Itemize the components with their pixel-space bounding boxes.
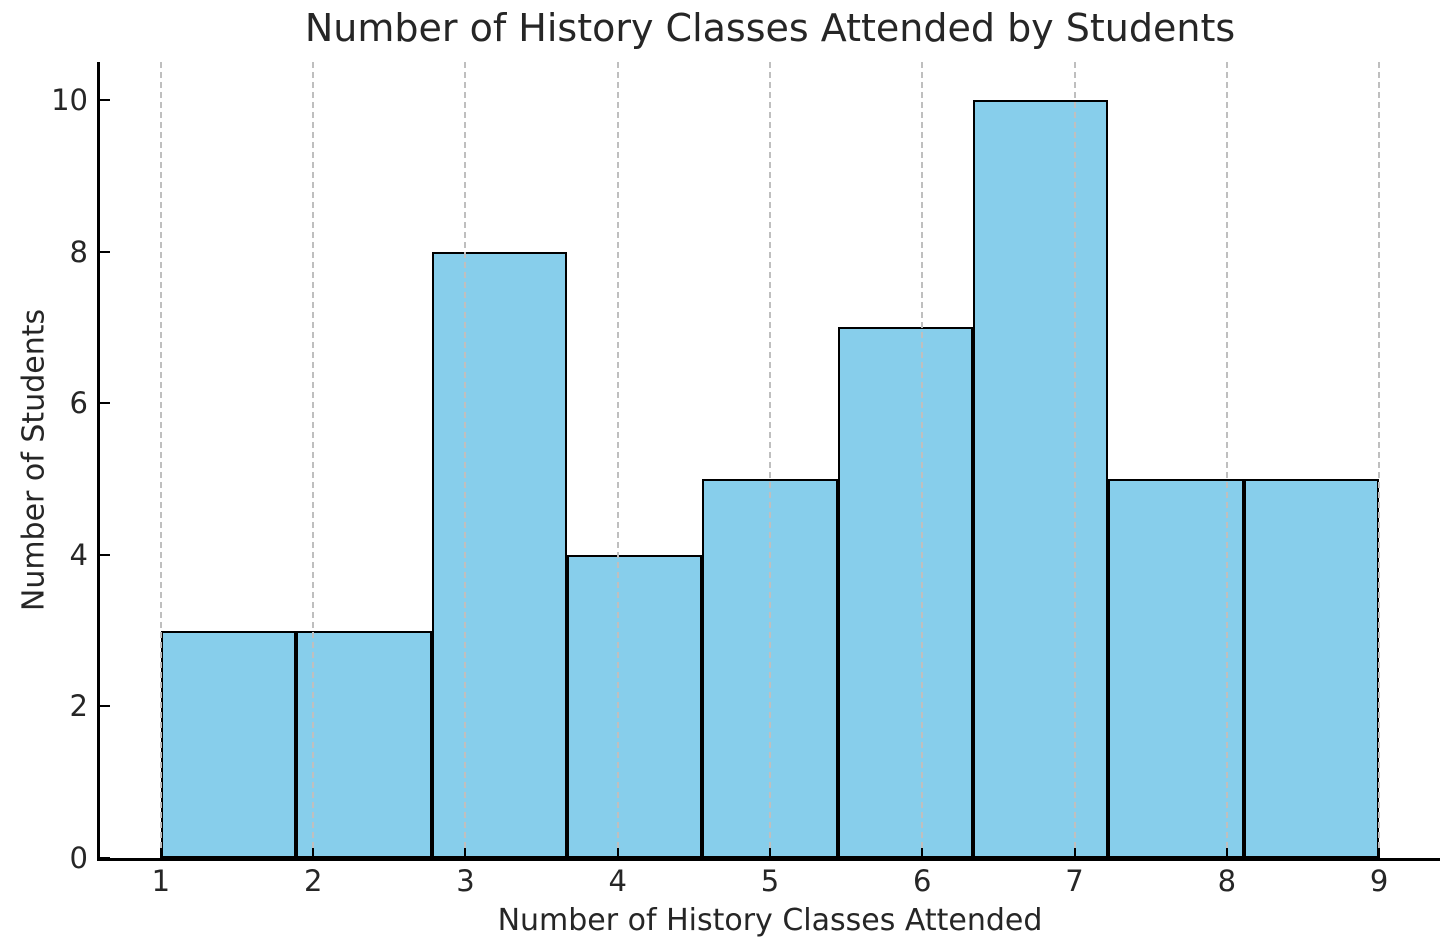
x-gridline <box>1225 62 1228 858</box>
x-tick-label: 6 <box>913 864 932 898</box>
y-tick-mark <box>100 857 110 859</box>
y-tick-label: 6 <box>69 386 88 421</box>
x-tick-label: 3 <box>456 864 475 898</box>
y-tick-mark <box>100 553 110 556</box>
x-gridline <box>616 62 619 858</box>
x-axis-spine <box>97 858 1440 861</box>
x-tick-label: 1 <box>151 864 171 898</box>
histogram-bar <box>837 327 973 858</box>
x-gridline <box>921 62 924 858</box>
y-tick-mark <box>100 402 110 405</box>
plot-area <box>100 62 1440 859</box>
x-tick-mark <box>921 848 924 858</box>
histogram-bar <box>1108 478 1244 858</box>
x-tick-mark <box>1378 848 1381 858</box>
x-tick-label: 5 <box>760 864 780 898</box>
x-tick-mark <box>769 848 771 858</box>
x-gridline <box>312 62 315 858</box>
y-tick-label: 2 <box>69 689 88 724</box>
x-tick-label: 7 <box>1065 864 1084 898</box>
y-tick-mark <box>100 250 110 253</box>
y-tick-mark <box>100 98 110 101</box>
x-gridline <box>464 62 467 858</box>
x-tick-mark <box>616 848 619 858</box>
x-tick-label: 2 <box>303 864 323 898</box>
histogram-bar <box>431 251 567 858</box>
histogram-bar <box>296 630 432 858</box>
histogram-bar <box>973 99 1109 858</box>
histogram-bar <box>160 630 297 858</box>
chart-title: Number of History Classes Attended by St… <box>304 6 1236 50</box>
histogram-bar <box>566 554 703 858</box>
x-tick-mark <box>159 848 162 858</box>
y-tick-label: 0 <box>69 841 88 875</box>
x-gridline <box>159 62 162 858</box>
x-gridline <box>769 62 771 858</box>
histogram-bar <box>1243 478 1380 858</box>
x-tick-label: 9 <box>1369 864 1389 898</box>
y-tick-mark <box>100 705 110 708</box>
y-tick-label: 4 <box>69 537 88 572</box>
y-tick-label: 8 <box>69 234 88 269</box>
x-tick-mark <box>464 848 467 858</box>
x-tick-label: 8 <box>1217 864 1237 898</box>
y-axis-label: Number of Students <box>16 308 52 612</box>
x-tick-mark <box>312 848 315 858</box>
y-axis-spine <box>97 62 100 861</box>
x-axis-label: Number of History Classes Attended <box>497 903 1043 938</box>
x-tick-mark <box>1073 848 1076 858</box>
y-tick-label: 10 <box>51 82 88 117</box>
x-tick-label: 4 <box>608 864 627 898</box>
x-gridline <box>1378 62 1381 858</box>
x-tick-mark <box>1225 848 1228 858</box>
x-gridline <box>1073 62 1076 858</box>
